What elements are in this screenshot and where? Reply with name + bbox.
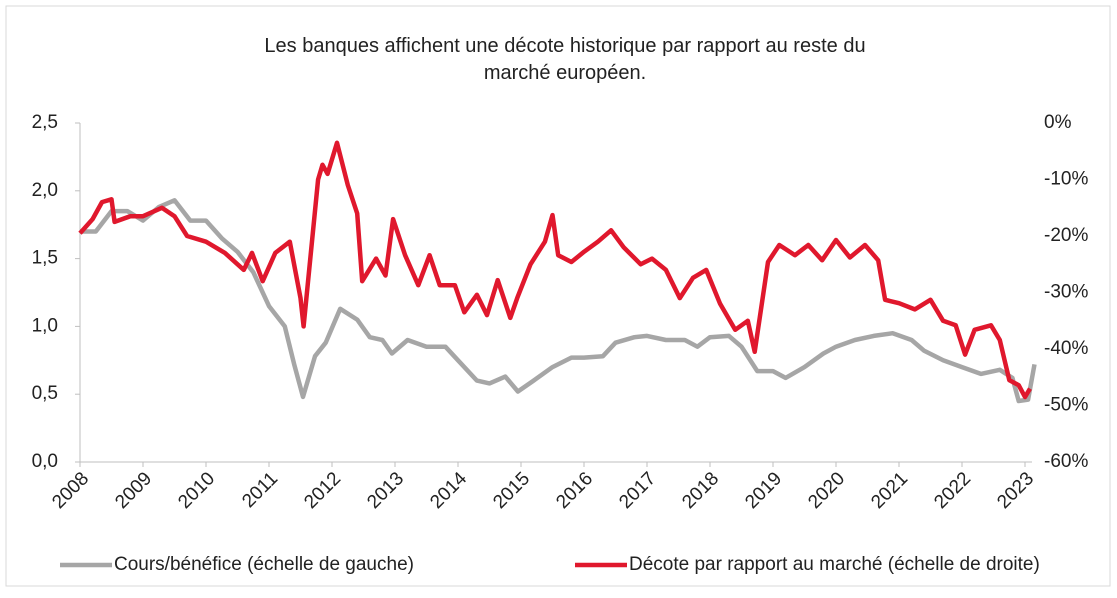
y-tick-label: 1,0	[32, 315, 58, 336]
chart-title: Les banques affichent une décote histori…	[264, 35, 865, 84]
y-tick-label: 0,0	[32, 451, 58, 472]
y-tick-label: 1,5	[32, 248, 58, 269]
chart-frame	[5, 5, 1111, 587]
y2-tick-label: -20%	[1044, 225, 1088, 246]
y2-tick-label: -50%	[1044, 395, 1088, 416]
legend-label: Cours/bénéfice (échelle de gauche)	[114, 554, 414, 575]
y-tick-label: 0,5	[32, 383, 58, 404]
y2-tick-label: -30%	[1044, 282, 1088, 303]
legend-label: Décote par rapport au marché (échelle de…	[629, 554, 1040, 575]
y2-tick-label: -10%	[1044, 169, 1088, 190]
y-tick-label: 2,0	[32, 180, 58, 201]
y2-tick-label: 0%	[1044, 112, 1072, 133]
y-tick-label: 2,5	[32, 112, 58, 133]
y2-tick-label: -40%	[1044, 338, 1088, 359]
line-series	[78, 140, 1032, 400]
y2-tick-label: -60%	[1044, 451, 1088, 472]
